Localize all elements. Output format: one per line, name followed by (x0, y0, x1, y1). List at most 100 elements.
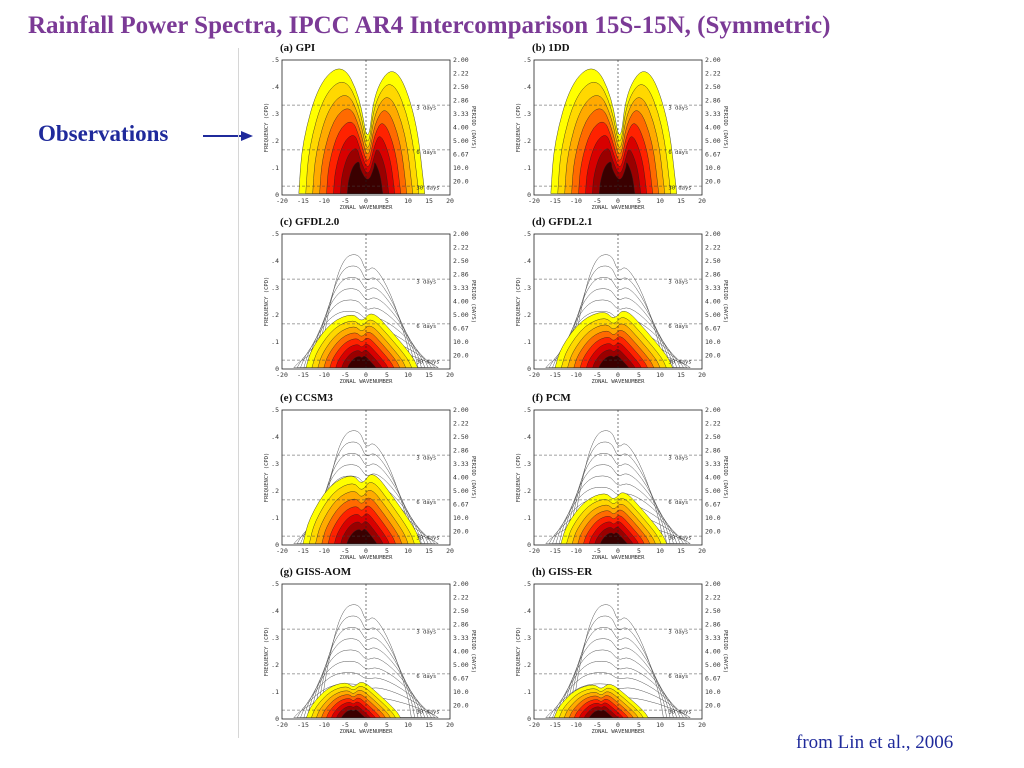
wavenumber-tick-label: -20 (528, 721, 540, 729)
spectrum-plot: 3 days 6 days 30 days .5 .4 .3 .2 .1 0 2.00 2.22 2.… (264, 580, 476, 735)
panel-label: (g) GISS-AOM (280, 566, 352, 578)
period-tick-label: 4.00 (705, 298, 721, 306)
spectrum-contours (293, 430, 440, 544)
wavenumber-tick-label: 0 (364, 721, 368, 729)
freq-tick-label: .1 (271, 688, 279, 696)
wavenumber-tick-label: 0 (364, 371, 368, 379)
period-tick-label: 3.33 (453, 284, 469, 292)
day-label: 3 days (668, 106, 688, 112)
power-shading (347, 356, 377, 368)
day-label: 6 days (416, 674, 436, 680)
freq-tick-label: .2 (271, 137, 279, 145)
period-tick-label: 20.0 (705, 178, 721, 186)
wavenumber-tick-label: 20 (698, 197, 706, 205)
wavenumber-tick-label: -5 (341, 721, 349, 729)
period-tick-label: 10.0 (453, 514, 469, 522)
contour-line (568, 615, 668, 718)
period-tick-label: 20.0 (453, 702, 469, 710)
spectrum-panel-gfdl21: (d) GFDL2.1 3 days 6 days 30 days .5 .4 .3 .2.… (514, 216, 728, 392)
y-axis-label: FREQUENCY (CPD) (264, 277, 270, 327)
period-tick-label: 4.00 (705, 124, 721, 132)
freq-tick-label: .4 (523, 433, 531, 441)
freq-tick-label: .1 (271, 338, 279, 346)
day-label: 3 days (416, 280, 436, 286)
period-tick-label: 2.50 (453, 83, 469, 91)
wavenumber-tick-label: 20 (698, 721, 706, 729)
period-tick-label: 3.33 (705, 634, 721, 642)
period-tick-label: 4.00 (453, 298, 469, 306)
freq-tick-label: .5 (523, 406, 531, 414)
period-tick-label: 20.0 (453, 178, 469, 186)
wavenumber-tick-label: -5 (593, 547, 601, 555)
period-tick-label: 2.22 (705, 70, 721, 78)
wavenumber-tick-label: -5 (593, 197, 601, 205)
freq-tick-label: 0 (527, 541, 531, 549)
wavenumber-tick-label: 5 (637, 197, 641, 205)
wavenumber-tick-label: -15 (549, 721, 561, 729)
freq-tick-label: .4 (271, 83, 279, 91)
wavenumber-tick-label: 20 (446, 721, 454, 729)
period-tick-label: 6.67 (705, 151, 721, 159)
period-tick-label: 3.33 (705, 460, 721, 468)
x-axis-label: ZONAL WAVENUMBER (340, 555, 394, 561)
x-axis-label: ZONAL WAVENUMBER (340, 379, 394, 385)
day-label: 30 days (668, 359, 691, 365)
day-label: 6 days (668, 150, 688, 156)
period-tick-label: 6.67 (453, 151, 469, 159)
wavenumber-tick-label: -10 (570, 547, 582, 555)
freq-tick-label: 0 (275, 191, 279, 199)
period-tick-label: 2.50 (453, 607, 469, 615)
power-shading (599, 161, 635, 194)
x-axis-label: ZONAL WAVENUMBER (592, 555, 646, 561)
period-tick-label: 2.22 (453, 70, 469, 78)
panel-label: (e) CCSM3 (280, 392, 333, 404)
wavenumber-tick-label: -20 (528, 197, 540, 205)
spectrum-plot: 3 days 6 days 30 days .5 .4 .3 .2 .1 0 2.00 2.22 2.… (264, 56, 476, 211)
period-tick-label: 2.86 (705, 447, 721, 455)
wavenumber-tick-label: -20 (528, 547, 540, 555)
wavenumber-tick-label: -15 (297, 197, 309, 205)
freq-tick-label: .3 (523, 110, 531, 118)
day-label: 30 days (416, 185, 439, 191)
freq-tick-label: .3 (523, 284, 531, 292)
wavenumber-tick-label: 15 (425, 197, 433, 205)
wavenumber-tick-label: 0 (616, 547, 620, 555)
freq-tick-label: .2 (523, 311, 531, 319)
wavenumber-tick-label: 20 (446, 371, 454, 379)
period-tick-label: 20.0 (453, 528, 469, 536)
day-label: 30 days (668, 709, 691, 715)
wavenumber-tick-label: 5 (637, 721, 641, 729)
wavenumber-tick-label: 15 (425, 371, 433, 379)
wavenumber-tick-label: 15 (677, 371, 685, 379)
freq-tick-label: .5 (271, 56, 279, 64)
wavenumber-tick-label: -20 (528, 371, 540, 379)
freq-tick-label: .1 (271, 514, 279, 522)
spectrum-contours (298, 68, 426, 194)
freq-tick-label: .1 (523, 688, 531, 696)
spectrum-plot: 3 days 6 days 30 days .5 .4 .3 .2 .1 0 2.00 2.22 2.… (516, 230, 728, 385)
period-tick-label: 6.67 (453, 675, 469, 683)
contour-line (320, 604, 412, 718)
period-tick-label: 2.00 (705, 580, 721, 588)
freq-tick-label: 0 (527, 191, 531, 199)
spectrum-contours (550, 68, 678, 194)
period-tick-label: 10.0 (453, 338, 469, 346)
period-tick-label: 3.33 (453, 110, 469, 118)
wavenumber-tick-label: 5 (385, 197, 389, 205)
power-shading (600, 532, 628, 544)
wavenumber-tick-label: 10 (404, 547, 412, 555)
freq-tick-label: .1 (271, 164, 279, 172)
day-label: 6 days (668, 674, 688, 680)
wavenumber-tick-label: -10 (318, 547, 330, 555)
period-tick-label: 6.67 (705, 675, 721, 683)
contour-line (568, 441, 668, 544)
freq-tick-label: .2 (523, 137, 531, 145)
period-tick-label: 2.00 (705, 230, 721, 238)
period-tick-label: 20.0 (705, 528, 721, 536)
wavenumber-tick-label: 0 (364, 547, 368, 555)
period-tick-label: 10.0 (705, 688, 721, 696)
wavenumber-tick-label: 15 (677, 721, 685, 729)
wavenumber-tick-label: -20 (276, 371, 288, 379)
period-tick-label: 10.0 (705, 164, 721, 172)
day-label: 30 days (416, 359, 439, 365)
